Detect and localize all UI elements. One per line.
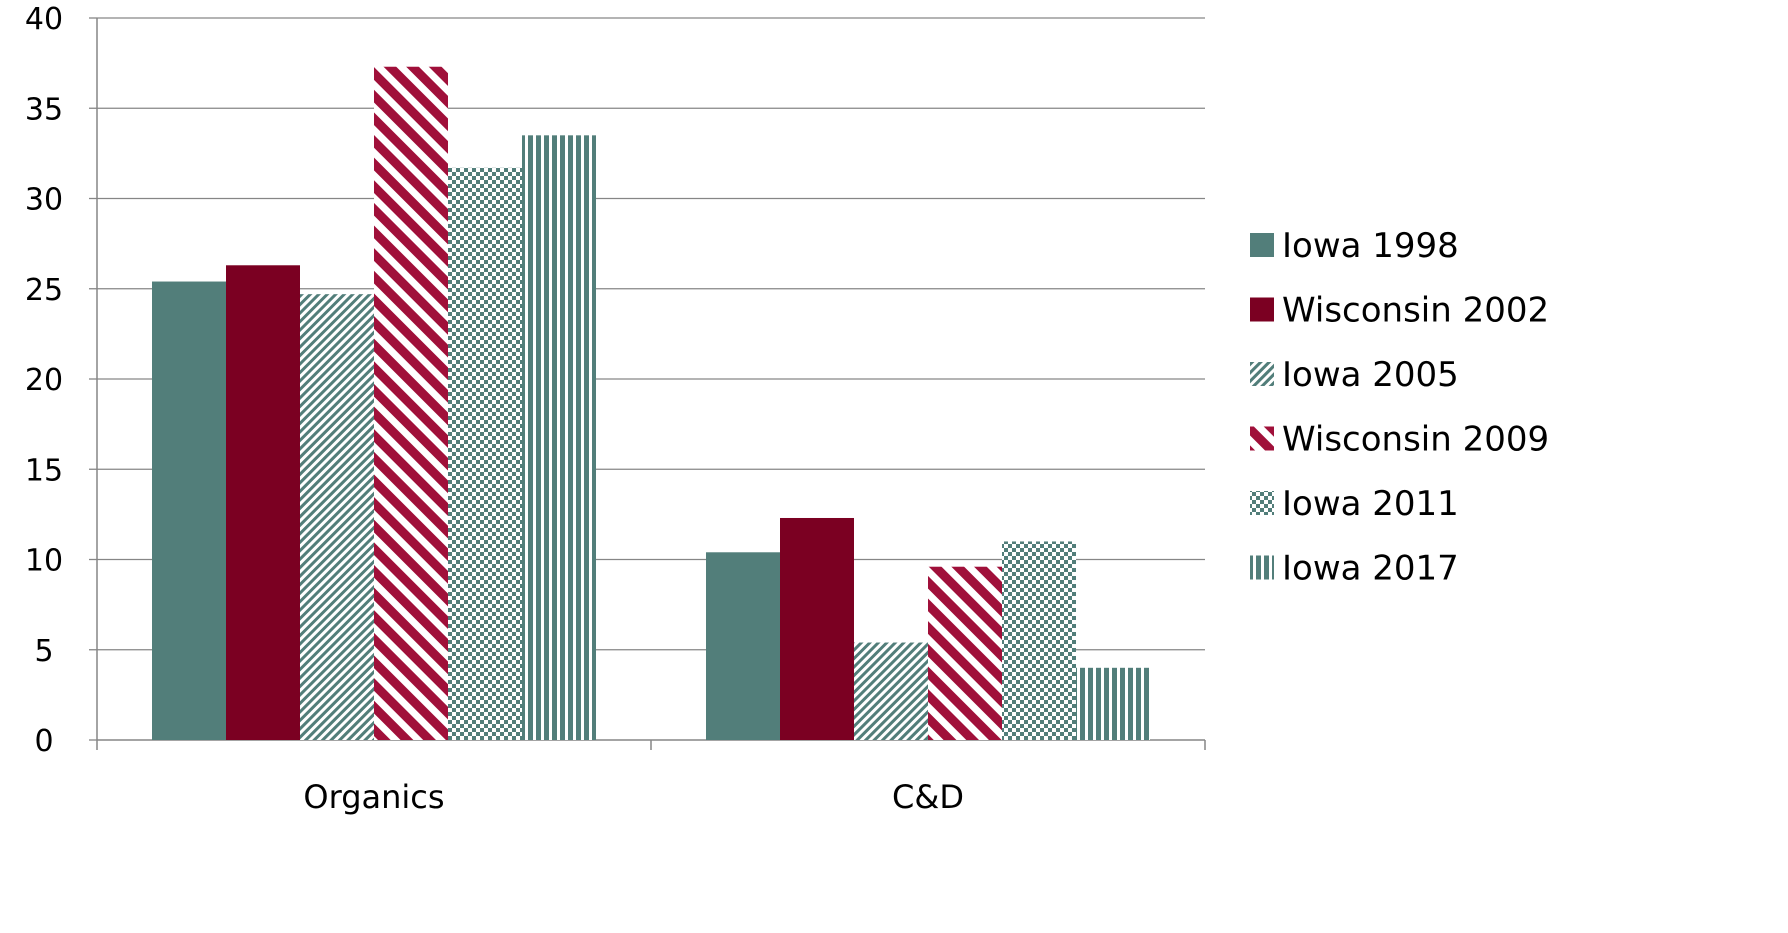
bars xyxy=(152,66,1150,741)
legend-label: Iowa 1998 xyxy=(1282,226,1459,266)
y-tick-label: 20 xyxy=(25,363,63,398)
bar-iowa-2017-cd xyxy=(1076,667,1150,740)
y-tick-label: 15 xyxy=(25,453,63,488)
y-tick-label: 25 xyxy=(25,273,63,308)
y-tick-label: 40 xyxy=(25,2,63,37)
bar-iowa-2017-organics xyxy=(522,135,596,740)
legend-swatch xyxy=(1250,233,1274,257)
legend-label: Iowa 2011 xyxy=(1282,484,1459,524)
legend-label: Iowa 2017 xyxy=(1282,549,1459,589)
x-category-label: C&D xyxy=(892,778,964,816)
legend-swatch xyxy=(1250,491,1274,515)
bar-iowa-2005-cd xyxy=(854,642,928,740)
bar-iowa-2011-cd xyxy=(1002,541,1076,740)
bar-wisconsin-2009-organics xyxy=(374,66,448,741)
y-tick-label: 10 xyxy=(25,544,63,579)
legend-swatch xyxy=(1250,555,1274,580)
legend-label: Iowa 2005 xyxy=(1282,355,1459,395)
y-tick-label: 5 xyxy=(34,634,53,669)
legend-swatch xyxy=(1250,426,1274,451)
y-tick-label: 30 xyxy=(25,183,63,218)
y-tick-label: 35 xyxy=(25,92,63,127)
bar-iowa-1998-cd xyxy=(706,552,780,740)
bar-iowa-1998-organics xyxy=(152,281,226,740)
legend: Iowa 1998 Wisconsin 2002 Iowa 2005 Wisconsi… xyxy=(1250,226,1549,589)
x-category-label: Organics xyxy=(303,778,444,816)
legend-label: Wisconsin 2009 xyxy=(1282,420,1549,460)
legend-label: Wisconsin 2002 xyxy=(1282,291,1549,331)
y-tick-label: 0 xyxy=(34,724,53,759)
legend-swatch xyxy=(1250,297,1274,322)
bar-iowa-2005-organics xyxy=(300,294,374,740)
axis-labels: 0 5 10 15 20 25 30 35 40 Organics C&D xyxy=(25,2,964,816)
bar-wisconsin-2002-organics xyxy=(226,265,300,740)
bar-wisconsin-2002-cd xyxy=(780,517,854,740)
bar-iowa-2011-organics xyxy=(448,167,522,740)
bar-wisconsin-2009-cd xyxy=(928,566,1002,740)
legend-swatch xyxy=(1250,362,1274,386)
